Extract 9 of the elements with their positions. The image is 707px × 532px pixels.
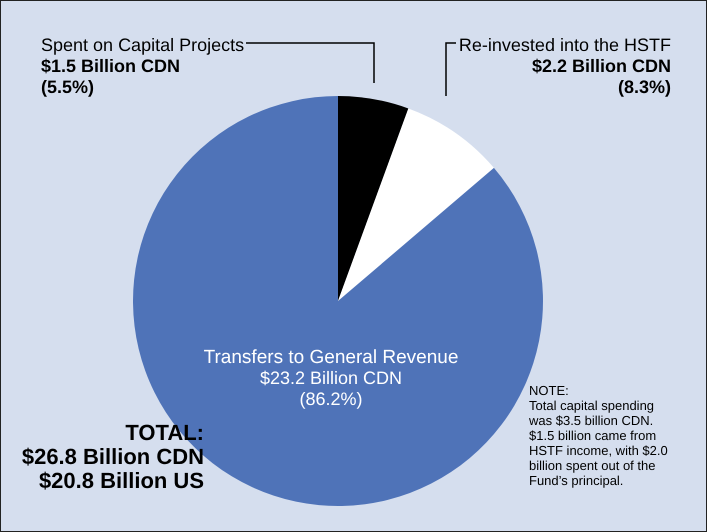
slice-label: Spent on Capital Projects <box>41 35 244 56</box>
data-label: $2.2 Billion CDN (8.3%) <box>530 56 671 98</box>
data-label: $1.5 Billion CDN (5.5%) <box>41 56 182 98</box>
slice-label: Transfers to General Revenue <box>202 347 460 368</box>
slice-label: Re-invested into the HSTF <box>458 35 671 56</box>
data-label: $23.2 Billion CDN (86.2%) <box>260 368 402 409</box>
text: NOTE: Total capital spending was $3.5 billion CDN. $1.5 billion came from HSTF income, with $2.0 billion spent out of the Fund’s principal. <box>529 383 668 488</box>
pie-slice <box>338 96 408 301</box>
pie-slice <box>338 108 494 301</box>
